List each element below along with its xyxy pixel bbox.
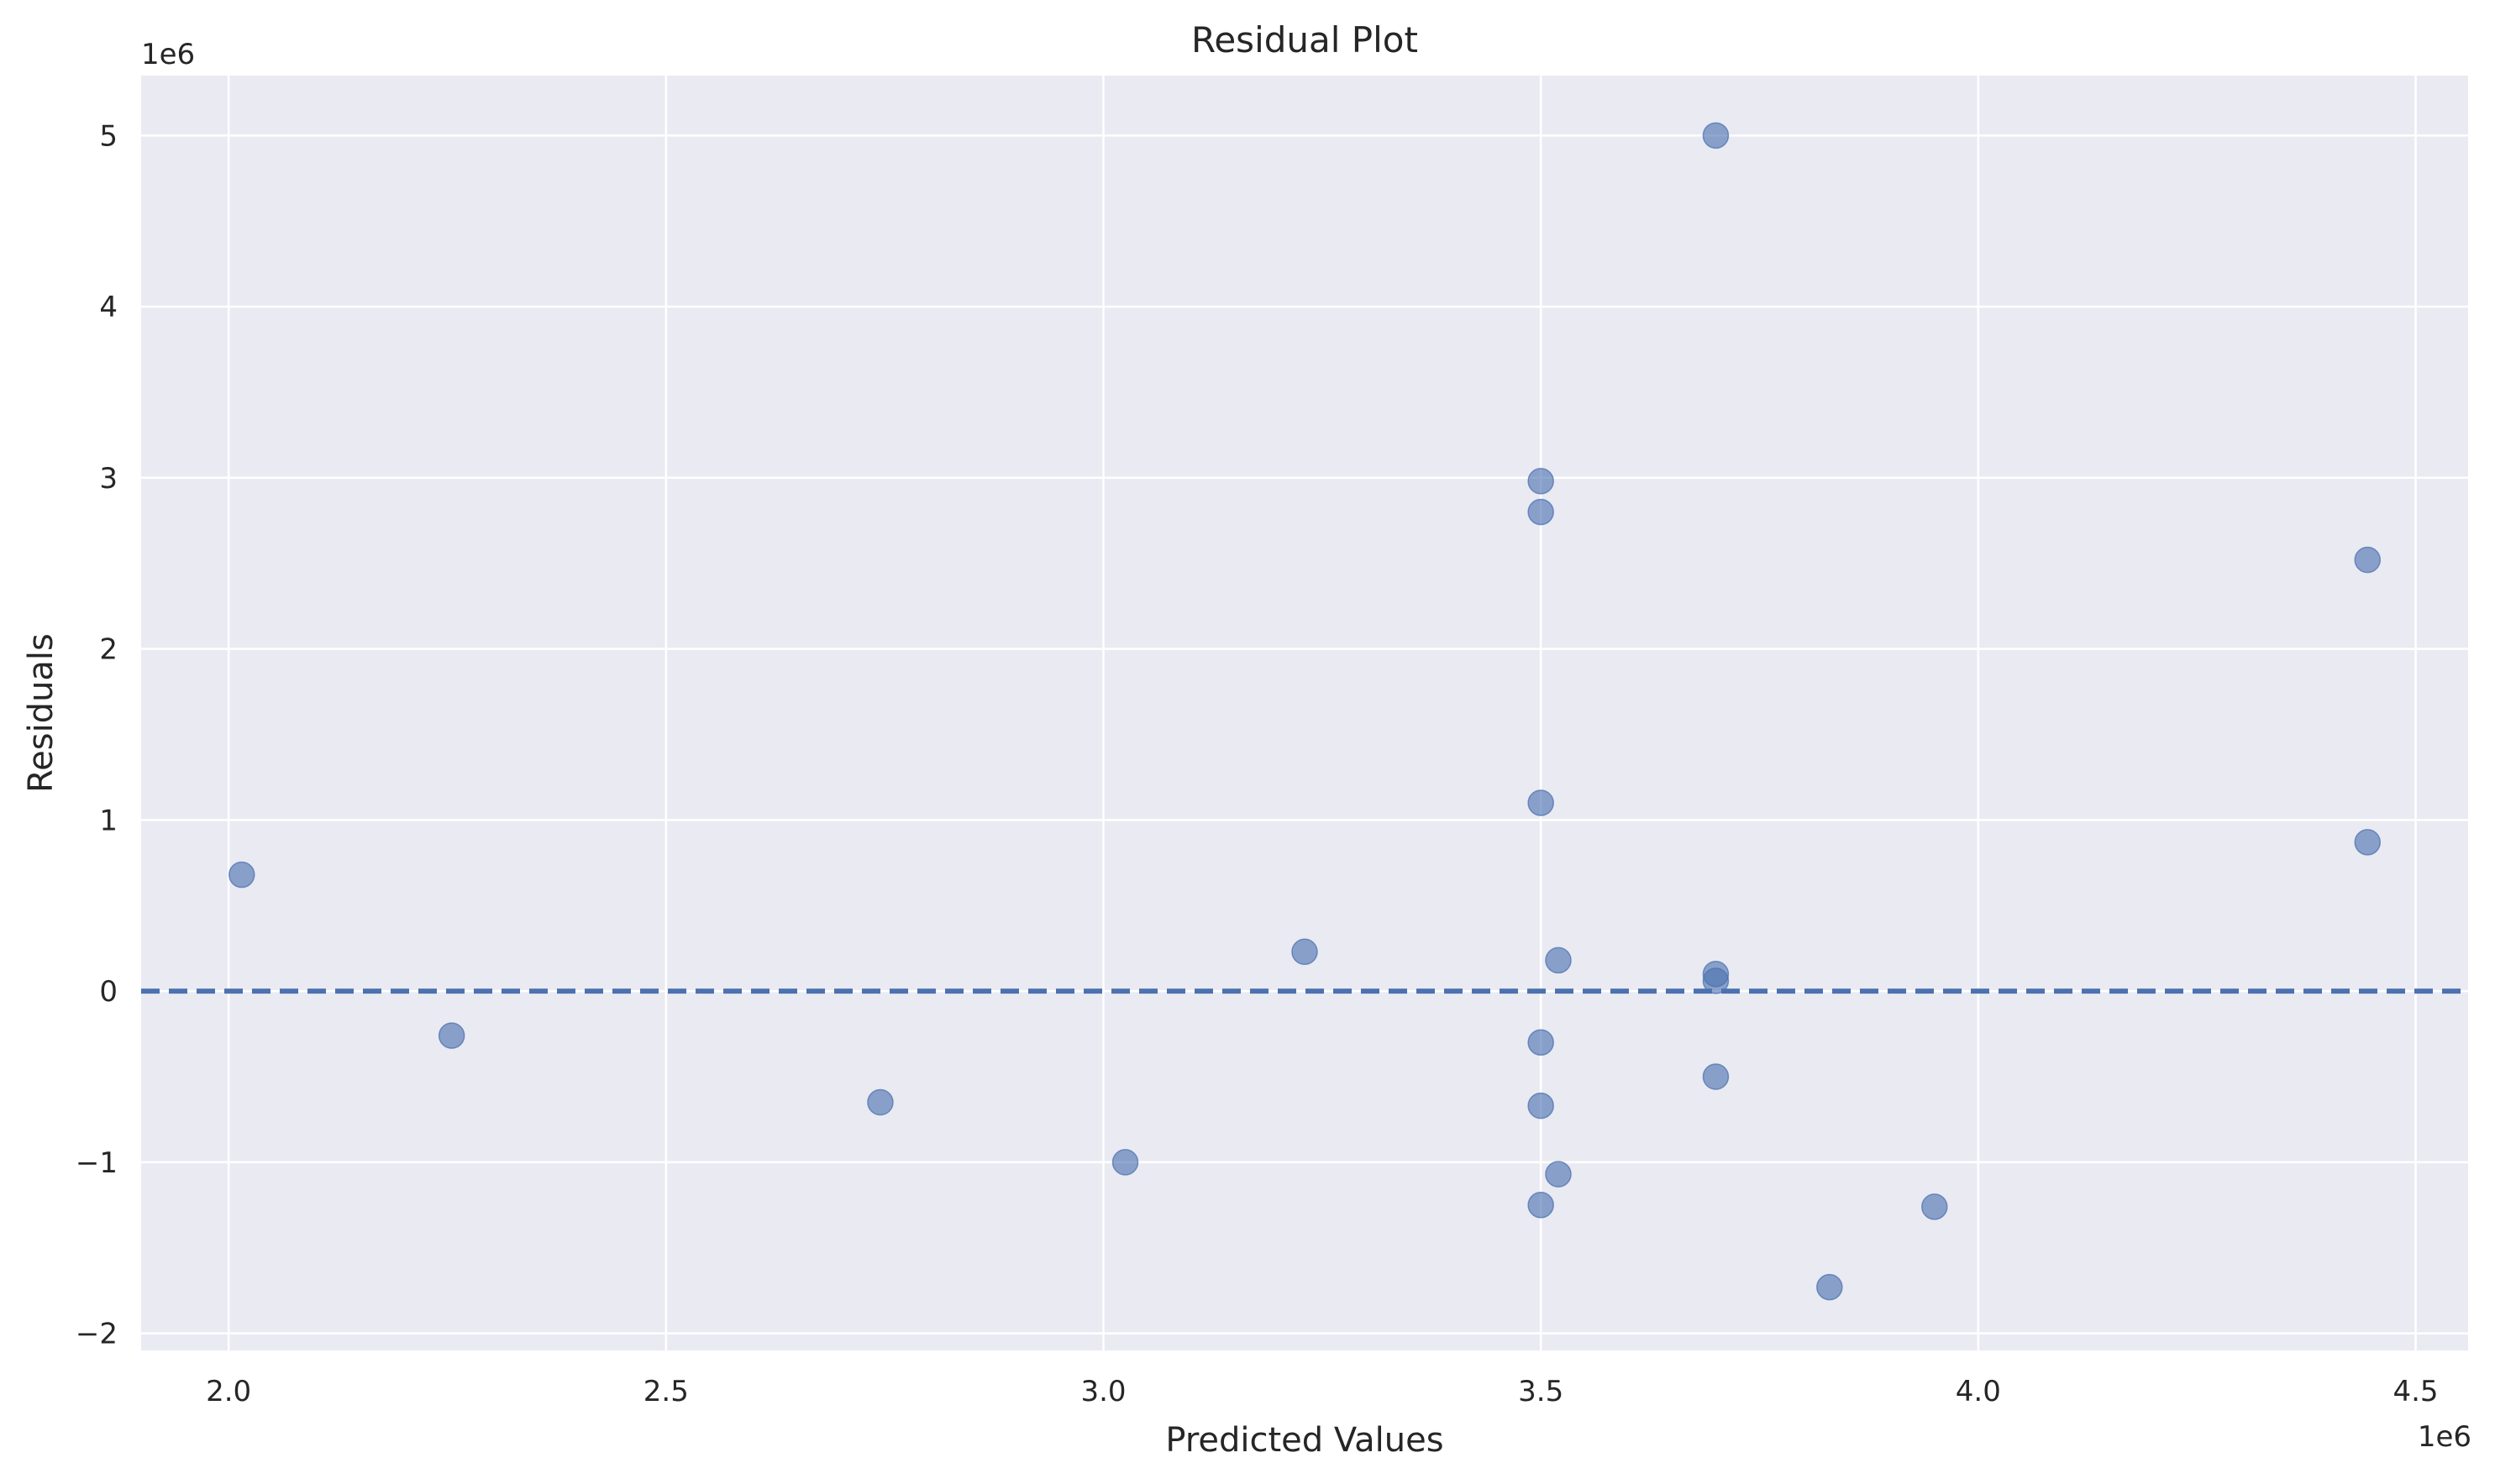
data-point xyxy=(1527,1192,1554,1219)
y-tick-label: −2 xyxy=(76,1318,118,1351)
x-axis-offset-label: 1e6 xyxy=(2418,1420,2471,1454)
y-tick-label: 5 xyxy=(99,119,118,153)
data-point xyxy=(1702,122,1730,149)
y-tick-label: 1 xyxy=(99,804,118,837)
x-tick-label: 4.0 xyxy=(1956,1375,2001,1408)
x-axis-label: Predicted Values xyxy=(1165,1421,1443,1460)
data-point xyxy=(1111,1149,1139,1176)
y-tick-label: 3 xyxy=(99,462,118,496)
x-tick-labels: 2.0 2.5 3.0 3.5 4.0 4.5 xyxy=(206,1375,2438,1408)
x-tick-label: 3.0 xyxy=(1080,1375,1126,1408)
y-tick-labels: −2 −1 0 1 2 3 4 5 xyxy=(76,119,118,1350)
data-point xyxy=(2354,829,2381,856)
data-points xyxy=(228,122,2381,1301)
data-point xyxy=(867,1088,894,1116)
data-point xyxy=(1527,789,1554,816)
data-point xyxy=(1527,1029,1554,1056)
data-point xyxy=(1527,498,1554,526)
y-tick-label: 0 xyxy=(99,975,118,1009)
data-point xyxy=(1545,1161,1572,1188)
plot-background xyxy=(141,76,2468,1350)
data-point xyxy=(2354,546,2381,574)
chart-title: Residual Plot xyxy=(1191,19,1418,60)
y-axis-offset-label: 1e6 xyxy=(141,38,195,71)
data-point xyxy=(1921,1193,1948,1220)
y-tick-label: −1 xyxy=(76,1146,118,1180)
data-point xyxy=(1545,947,1572,974)
x-tick-label: 2.0 xyxy=(206,1375,251,1408)
data-point xyxy=(1816,1273,1843,1301)
data-point xyxy=(1291,938,1318,965)
x-tick-label: 3.5 xyxy=(1518,1375,1563,1408)
x-tick-label: 4.5 xyxy=(2393,1375,2438,1408)
x-tick-label: 2.5 xyxy=(643,1375,689,1408)
grid-lines xyxy=(141,76,2468,1350)
data-point xyxy=(1702,1063,1730,1090)
data-point xyxy=(438,1022,465,1049)
y-tick-label: 2 xyxy=(99,633,118,667)
y-tick-label: 4 xyxy=(99,291,118,324)
data-point xyxy=(228,861,255,889)
y-axis-label: Residuals xyxy=(22,633,60,793)
data-point xyxy=(1702,967,1730,994)
data-point xyxy=(1527,1092,1554,1120)
data-point xyxy=(1527,468,1554,495)
